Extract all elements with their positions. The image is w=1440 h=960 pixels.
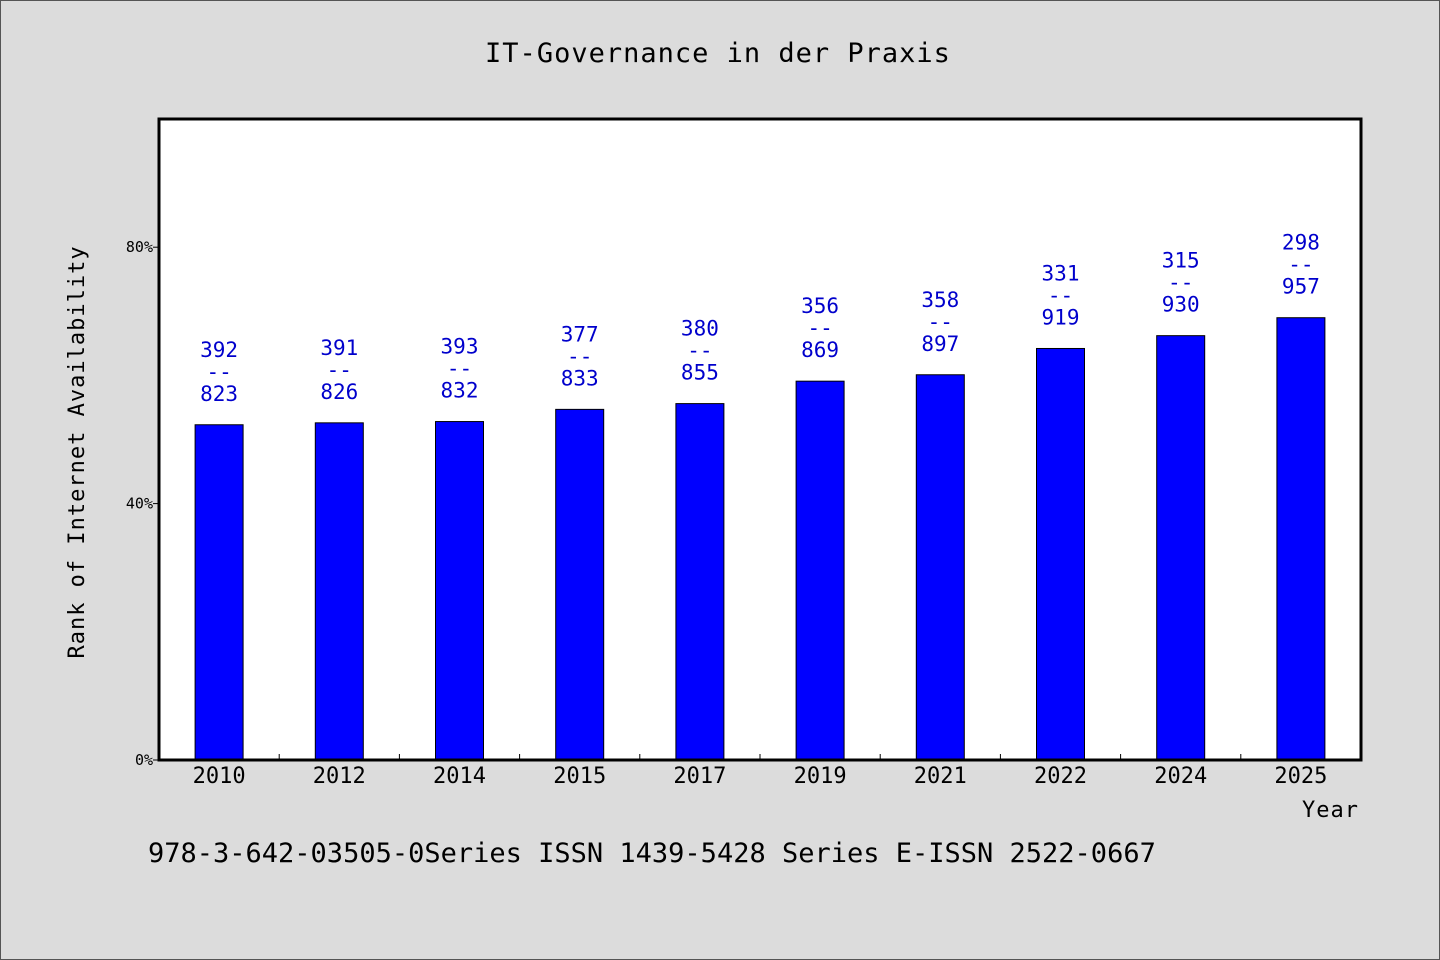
bar-value-label-2022-0: 331 — [1042, 261, 1080, 285]
plot-border — [157, 117, 1363, 762]
bar-value-label-2014-1: -- — [447, 357, 472, 381]
y-tick-label: 80% — [126, 238, 153, 256]
y-axis: 0% 40% 80% — [126, 238, 159, 769]
x-tick-label-2021: 2021 — [914, 764, 967, 789]
x-tick-label-2022: 2022 — [1034, 764, 1087, 789]
x-tick-label-2025: 2025 — [1274, 764, 1327, 789]
bar-2021 — [915, 374, 965, 761]
bar-2017 — [675, 403, 725, 761]
bar-value-label-2024-2: 930 — [1162, 293, 1200, 317]
bar-value-label-2021-0: 358 — [921, 288, 959, 312]
bar-2022 — [1036, 347, 1085, 761]
bar-value-label-2022-1: -- — [1048, 283, 1073, 307]
bar-value-label-2019-2: 869 — [801, 338, 839, 362]
bar-value-label-2012-0: 391 — [320, 336, 358, 360]
bar-value-label-2017-2: 855 — [681, 361, 719, 385]
bar-value-label-2024-1: -- — [1168, 271, 1193, 295]
bar-value-label-2012-1: -- — [327, 358, 352, 382]
bar-2012 — [314, 422, 364, 761]
bar-value-label-2025-0: 298 — [1282, 231, 1320, 255]
bar-value-label-2012-2: 826 — [320, 380, 358, 404]
bar-value-label-2010-2: 823 — [200, 382, 238, 406]
bar-value-label-2017-0: 380 — [681, 317, 719, 341]
bar-value-label-2019-1: -- — [807, 316, 832, 340]
bar-value-label-2010-1: -- — [206, 360, 231, 384]
x-tick-label-2014: 2014 — [433, 764, 486, 789]
chart-title: IT-Governance in der Praxis — [485, 38, 951, 69]
x-tick-label-2015: 2015 — [553, 764, 606, 789]
y-tick-label: 40% — [126, 495, 153, 513]
x-tick-label-2012: 2012 — [313, 764, 366, 789]
bar-value-label-2015-0: 377 — [561, 322, 599, 346]
bar-value-label-2015-1: -- — [567, 344, 592, 368]
bar-value-label-2021-1: -- — [928, 310, 953, 334]
bar-2019 — [795, 380, 845, 761]
bar-value-label-2024-0: 315 — [1162, 249, 1200, 273]
x-axis-title: Year — [1302, 798, 1359, 823]
footer-isbn-text: 978-3-642-03505-0Series ISSN 1439-5428 S… — [148, 838, 1156, 869]
bar-value-label-2014-2: 832 — [441, 379, 479, 403]
x-tick-label-2019: 2019 — [794, 764, 847, 789]
bars-layer — [194, 317, 1326, 761]
bar-2010 — [194, 424, 244, 761]
bar-value-label-2014-0: 393 — [441, 335, 479, 359]
x-axis: 2010 2012 2014 2015 2017 2019 2021 2022 2024 2025 — [193, 754, 1327, 789]
x-tick-label-2017: 2017 — [673, 764, 726, 789]
bar-value-label-2017-1: -- — [687, 339, 712, 363]
bar-2025 — [1276, 317, 1326, 761]
bar-value-label-2025-1: -- — [1288, 253, 1313, 277]
y-tick-label: 0% — [135, 751, 153, 769]
y-axis-title: Rank of Internet Availability — [65, 245, 90, 658]
bar-value-labels: 392--823391--826393--832377--833380--855… — [200, 231, 1320, 406]
bar-value-label-2021-2: 897 — [921, 332, 959, 356]
bar-value-label-2015-2: 833 — [561, 366, 599, 390]
bar-2014 — [435, 421, 484, 761]
bar-value-label-2019-0: 356 — [801, 294, 839, 318]
bar-value-label-2025-2: 957 — [1282, 275, 1320, 299]
bar-value-label-2010-0: 392 — [200, 338, 238, 362]
x-tick-label-2024: 2024 — [1154, 764, 1207, 789]
bar-value-label-2022-2: 919 — [1042, 305, 1080, 329]
x-tick-label-2010: 2010 — [193, 764, 246, 789]
bar-2015 — [555, 408, 605, 761]
bar-2024 — [1156, 335, 1206, 761]
